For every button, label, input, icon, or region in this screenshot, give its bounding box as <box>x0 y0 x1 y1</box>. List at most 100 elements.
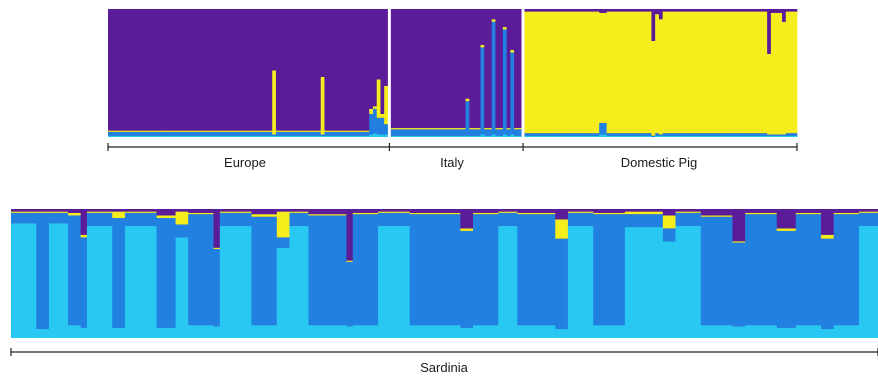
bottom-bar-g0-i55-k2 <box>359 214 366 326</box>
top-bar-g2-i3-k1 <box>535 11 540 134</box>
top-bar-g1-i1-k2 <box>394 129 399 136</box>
top-bar-g2-i47-k0 <box>699 9 705 12</box>
top-bar-g0-i36-k3 <box>242 135 247 137</box>
top-bar-g1-i21-k0 <box>469 9 474 129</box>
top-bar-g1-i13-k1 <box>439 128 444 130</box>
bottom-bar-g0-i33-k2 <box>219 212 227 226</box>
top-bar-g1-i4-k0 <box>405 9 410 129</box>
bottom-bar-g0-i109-k1 <box>700 215 708 217</box>
top-bar-g2-i28-k1 <box>629 11 634 134</box>
bottom-bar-g0-i65-k1 <box>422 212 430 215</box>
top-bar-g0-i65-k0 <box>350 9 355 131</box>
top-bar-g2-i24-k2 <box>614 133 619 136</box>
top-bar-g0-i63-k2 <box>343 131 348 136</box>
top-bar-g0-i15-k2 <box>163 131 169 136</box>
top-bar-g2-i63-k3 <box>759 135 764 137</box>
top-bar-g0-i38-k0 <box>249 9 254 131</box>
top-bar-g2-i46-k3 <box>696 135 701 137</box>
bottom-bar-g0-i18-k0 <box>124 209 132 212</box>
bottom-bar-g0-i100-k2 <box>643 214 651 228</box>
top-bar-g1-i10-k0 <box>428 9 433 129</box>
bottom-bar-g0-i24-k0 <box>162 209 170 216</box>
top-bar-g2-i0-k1 <box>524 11 529 134</box>
top-bar-g0-i13-k0 <box>156 9 161 131</box>
top-bar-g2-i63-k0 <box>759 9 764 12</box>
bottom-bar-g0-i35-k3 <box>232 225 240 338</box>
top-bar-g2-i1-k2 <box>528 133 533 136</box>
admixture-plot-reference: Europe Italy Domestic Pig <box>107 9 798 170</box>
top-bar-g0-i7-k3 <box>134 135 139 137</box>
top-bar-g2-i47-k1 <box>699 11 705 134</box>
bottom-bar-g0-i108-k3 <box>694 225 702 338</box>
bottom-bar-g0-i123-k2 <box>789 230 797 328</box>
top-bar-g2-i72-k1 <box>793 11 798 134</box>
top-bar-g1-i33-k0 <box>514 9 519 129</box>
top-bar-g2-i40-k0 <box>673 9 678 12</box>
bottom-bar-g0-i84-k2 <box>542 214 550 326</box>
bottom-bar-g0-i4-k2 <box>36 212 43 329</box>
bottom-bar-g0-i98-k2 <box>631 214 638 228</box>
bottom-bar-g0-i26-k2 <box>175 224 183 238</box>
top-bar-g2-i31-k1 <box>640 11 645 134</box>
top-bar-g2-i22-k2 <box>606 133 611 136</box>
bottom-bar-g0-i78-k0 <box>504 209 512 212</box>
bottom-bar-g0-i105-k3 <box>675 225 683 338</box>
bottom-bar-g0-i113-k3 <box>726 325 733 338</box>
top-bar-g2-i9-k0 <box>558 9 563 12</box>
top-bar-g1-i14-k2 <box>443 129 448 136</box>
bottom-bar-g0-i56-k1 <box>365 212 373 215</box>
bottom-bar-g0-i79-k3 <box>510 225 518 338</box>
bottom-bar-g0-i122-k2 <box>783 230 790 328</box>
top-bar-g0-i25-k2 <box>201 131 206 136</box>
top-bar-g2-i12-k0 <box>569 9 574 12</box>
bottom-bar-g0-i72-k3 <box>466 327 474 338</box>
top-bar-g2-i66-k1 <box>770 12 775 135</box>
top-bar-g1-i3-k2 <box>402 129 407 136</box>
top-bar-g0-i40-k0 <box>257 9 262 131</box>
bottom-bar-g0-i1-k3 <box>17 223 25 338</box>
bottom-bar-g0-i22-k0 <box>150 209 157 212</box>
top-bar-g1-i21-k2 <box>469 129 474 136</box>
top-bar-g0-i31-k3 <box>223 135 228 137</box>
top-bar-g0-i41-k2 <box>261 131 266 136</box>
top-bar-g1-i15-k1 <box>446 128 451 130</box>
top-bar-g0-i22-k0 <box>190 9 195 131</box>
top-bar-g0-i25-k0 <box>201 9 206 131</box>
bottom-bar-g0-i63-k0 <box>409 209 417 213</box>
bottom-bar-g0-i119-k0 <box>764 209 771 213</box>
top-bar-g2-i71-k3 <box>789 135 794 137</box>
top-bar-g2-i6-k1 <box>546 11 552 134</box>
top-bar-g0-i34-k2 <box>234 131 239 136</box>
top-bar-g1-i30-k1 <box>502 26 507 30</box>
top-bar-g2-i24-k3 <box>614 135 619 137</box>
bottom-bar-g0-i102-k2 <box>656 214 664 228</box>
top-bar-g2-i8-k0 <box>554 9 559 12</box>
top-bar-g2-i49-k3 <box>707 135 712 137</box>
bottom-bar-g0-i66-k0 <box>428 209 436 213</box>
top-bar-g0-i69-k3 <box>365 135 370 137</box>
top-bar-g2-i17-k3 <box>587 135 593 137</box>
top-bar-g0-i45-k3 <box>275 135 281 137</box>
top-bar-g0-i62-k2 <box>339 131 344 136</box>
top-bar-g2-i69-k0 <box>782 9 787 22</box>
top-bar-g1-i23-k0 <box>476 9 481 129</box>
bottom-bar-g0-i13-k0 <box>93 209 100 212</box>
bottom-bar-g0-i83-k2 <box>536 214 543 326</box>
top-bar-g1-i26-k2 <box>487 129 493 136</box>
top-bar-g0-i17-k0 <box>171 9 176 131</box>
top-bar-g0-i74-k3 <box>384 134 389 137</box>
top-bar-g0-i38-k2 <box>249 131 254 136</box>
bottom-bar-g0-i98-k3 <box>631 227 638 338</box>
bottom-bar-g0-i67-k3 <box>435 325 442 338</box>
bottom-bar-g0-i39-k2 <box>257 216 265 326</box>
top-bar-g0-i66-k2 <box>354 131 359 136</box>
bottom-bar-g0-i108-k2 <box>694 212 702 226</box>
top-bar-g2-i15-k2 <box>580 133 585 136</box>
bottom-bar-g0-i97-k1 <box>624 211 632 215</box>
top-bar-g2-i46-k1 <box>696 11 701 134</box>
top-bar-g0-i72-k1 <box>376 79 381 118</box>
top-bar-g2-i62-k1 <box>755 11 761 134</box>
top-bar-g0-i58-k2 <box>324 131 329 136</box>
bottom-bar-g0-i61-k0 <box>397 209 404 212</box>
bottom-bar-g0-i71-k0 <box>460 209 467 229</box>
